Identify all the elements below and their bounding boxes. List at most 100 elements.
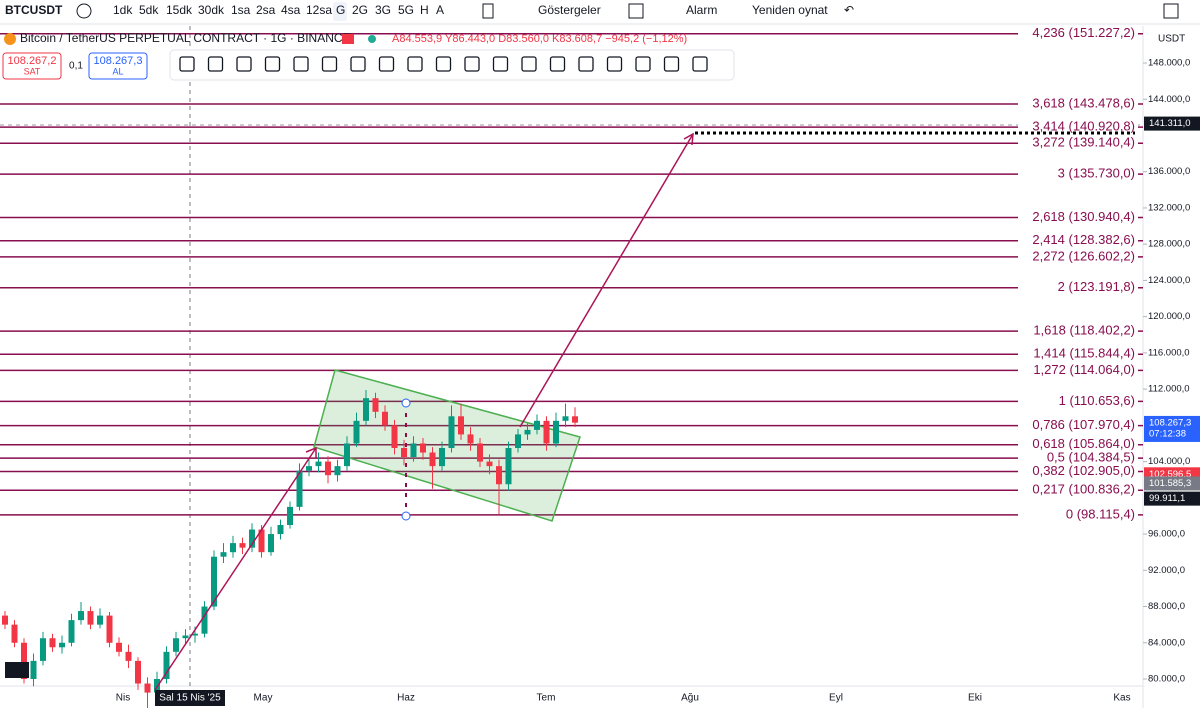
drawing-tool[interactable] <box>635 56 651 72</box>
price-tick-label: 96.000,0 <box>1148 529 1185 540</box>
drawing-tool[interactable] <box>293 56 309 72</box>
drawing-tool[interactable] <box>692 56 708 72</box>
symbol[interactable]: BTCUSDT <box>5 3 63 17</box>
candle-body <box>410 443 417 458</box>
undo[interactable]: ↶ <box>844 3 854 17</box>
indicators-button[interactable]: Göstergeler <box>538 3 601 17</box>
drawing-tool[interactable] <box>606 56 623 72</box>
chart-type-icon[interactable] <box>482 3 494 19</box>
candle-body <box>458 416 464 435</box>
price-badge <box>1144 116 1200 131</box>
drawing-tool[interactable] <box>179 56 195 72</box>
candle-body <box>163 651 170 679</box>
interval-button[interactable]: 4sa <box>281 3 301 17</box>
currency-label: USDT <box>1158 34 1185 45</box>
drawing-tool[interactable] <box>407 56 423 72</box>
drawing-tool[interactable] <box>435 56 452 72</box>
interval-button[interactable]: 2G <box>352 3 368 17</box>
price-tick-label: 88.000,0 <box>1148 601 1185 612</box>
fib-level-label: 1,414 (115.844,4) <box>1033 346 1135 361</box>
candle-body <box>467 434 474 444</box>
replay-button[interactable]: Yeniden oynat <box>752 3 828 17</box>
fullscreen[interactable] <box>1163 3 1179 19</box>
fib-level-label: 2,618 (130.940,4) <box>1032 209 1135 224</box>
fib-level-label: 1 (110.653,6) <box>1059 393 1135 408</box>
drawing-tool[interactable] <box>521 56 537 72</box>
price-tick-label: 112.000,0 <box>1148 384 1190 395</box>
candle-body <box>97 615 103 625</box>
handle-point[interactable] <box>401 398 411 408</box>
sell-button[interactable] <box>2 52 62 80</box>
ohlc-values: A84.553,9 Y86.443,0 D83.560,0 K83.608,7 … <box>392 33 687 45</box>
interval-button[interactable]: H <box>420 3 429 17</box>
price-tick-label: 92.000,0 <box>1148 565 1185 576</box>
fib-level-label: 0,217 (100.836,2) <box>1032 482 1135 497</box>
fib-label-bg <box>1018 323 1138 340</box>
candle-body <box>30 660 37 679</box>
candle-body <box>287 506 293 525</box>
price-badge <box>1144 491 1200 506</box>
time-label: Kas <box>1113 693 1130 704</box>
drawing-tool[interactable] <box>321 56 338 72</box>
fib-label-bg <box>1018 506 1138 523</box>
layout-icon[interactable] <box>628 3 644 19</box>
fib-level-label: 4,236 (151.227,2) <box>1032 25 1135 40</box>
interval-button[interactable]: 15dk <box>166 3 193 17</box>
candle-body <box>325 461 331 476</box>
candle-body <box>144 683 151 693</box>
fib-label-bg <box>1018 450 1138 467</box>
candle-body <box>87 611 94 625</box>
candle-body <box>249 529 255 548</box>
trend-arrow <box>154 447 317 691</box>
interval-button[interactable]: 5G <box>398 3 414 17</box>
fib-label-bg <box>1018 248 1138 265</box>
candle-body <box>239 543 246 548</box>
buy-button[interactable] <box>88 52 148 80</box>
candle-body <box>268 534 274 553</box>
price-badge-behind <box>1144 130 1200 143</box>
time-label: Eyl <box>829 693 843 704</box>
drawing-tool[interactable] <box>378 56 395 72</box>
time-label: May <box>254 693 273 704</box>
interval-button[interactable]: 2sa <box>256 3 276 17</box>
candle-body <box>553 420 559 444</box>
candle-body <box>258 529 265 553</box>
interval-button[interactable]: 3G <box>375 3 391 17</box>
fib-level-label: 2 (123.191,8) <box>1058 279 1135 294</box>
candle-body <box>173 638 179 652</box>
drawing-tool[interactable] <box>549 56 566 72</box>
interval-button[interactable]: 5dk <box>139 3 159 17</box>
fib-label-bg <box>1018 463 1138 480</box>
fib-level-label: 2,414 (128.382,6) <box>1032 232 1135 247</box>
candle-body <box>448 416 455 448</box>
candle-body <box>125 651 132 661</box>
drawing-tool[interactable] <box>264 56 281 72</box>
candle-body <box>391 425 398 448</box>
drawing-tool[interactable] <box>350 56 366 72</box>
interval-button[interactable]: 1sa <box>231 3 251 17</box>
interval-button[interactable]: 12sa <box>306 3 332 17</box>
drawing-tool[interactable] <box>663 56 680 72</box>
price-tick-label: 84.000,0 <box>1148 637 1185 648</box>
price-badge-label: 101.585,3 <box>1149 478 1191 489</box>
price-badge-label: 141.311,0 <box>1149 118 1191 129</box>
drawing-tool[interactable] <box>236 56 252 72</box>
candle-body <box>429 452 436 467</box>
price-tick-label: 128.000,0 <box>1148 239 1190 250</box>
interval-button[interactable]: 1dk <box>113 3 133 17</box>
drawing-tool[interactable] <box>578 56 594 72</box>
interval-button[interactable]: 30dk <box>198 3 225 17</box>
interval-button[interactable]: G <box>336 3 345 17</box>
handle-point[interactable] <box>401 511 411 521</box>
drawing-tool[interactable] <box>492 56 509 72</box>
candle-body <box>78 611 84 621</box>
fib-label-bg <box>1018 393 1138 410</box>
time-label: Tem <box>537 693 556 704</box>
interval-button[interactable]: A <box>436 3 444 17</box>
alarm-button[interactable]: Alarm <box>686 3 717 17</box>
candle-body <box>277 525 284 535</box>
drawing-tool[interactable] <box>464 56 480 72</box>
candle-body <box>572 416 578 423</box>
add-symbol[interactable] <box>76 3 92 19</box>
drawing-tool[interactable] <box>207 56 224 72</box>
